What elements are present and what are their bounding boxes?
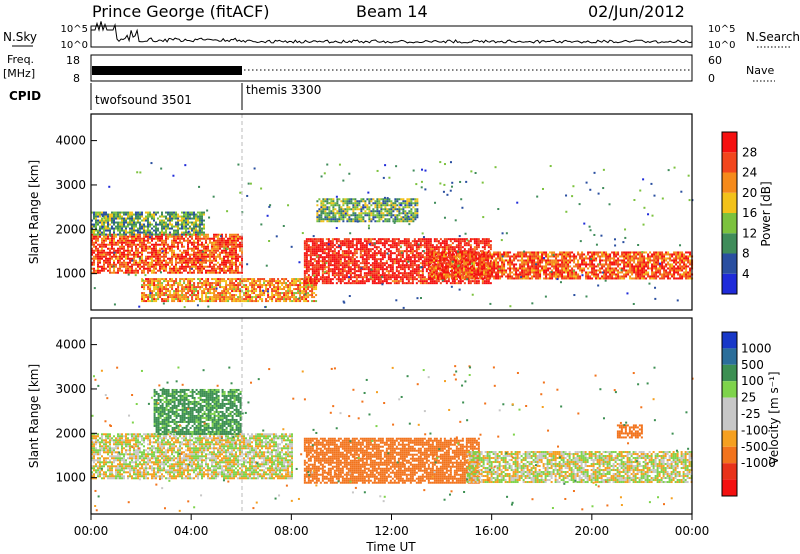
- time-axis-label: Time UT: [365, 540, 416, 554]
- nsky-tick-bottom-left: 10^0: [61, 40, 88, 51]
- velocity-colorbar-label: Velocity [m s⁻¹]: [767, 371, 781, 464]
- nave-tick-top: 60: [708, 54, 722, 67]
- nsearch-label: N.Search: [746, 30, 800, 44]
- power-colorbar-swatch: [722, 253, 737, 274]
- velocity-y-ticks: 1000 2000 3000 4000: [55, 338, 97, 485]
- nave-tick-bottom: 0: [708, 72, 715, 85]
- echo-region: [91, 211, 205, 236]
- cpid-mode-twofsound: twofsound 3501: [95, 93, 192, 107]
- y-tick-label: 3000: [55, 178, 86, 192]
- y-tick-label: 2000: [55, 426, 86, 440]
- nave-label: Nave: [746, 64, 774, 77]
- echo-region: [429, 251, 694, 280]
- velocity-colorbar-tick: 100: [741, 374, 764, 388]
- echo-region: [153, 388, 242, 435]
- nsky-trace: [91, 21, 693, 44]
- power-colorbar-tick: 4: [742, 267, 750, 281]
- time-tick-label: 16:00: [474, 524, 509, 538]
- time-axis-ticks: 00:00 04:00 08:00 12:00 16:00 20:00 00:00: [74, 514, 710, 538]
- velocity-colorbar-frame: [721, 331, 738, 497]
- y-tick-label: 4000: [55, 134, 86, 148]
- power-colorbar-tick: 12: [742, 226, 757, 240]
- echo-region: [316, 198, 419, 223]
- scattered-echoes: [91, 365, 694, 512]
- power-colorbar: 4 8 12 16 20 24 28: [721, 131, 757, 295]
- time-tick-label: 08:00: [274, 524, 309, 538]
- power-colorbar-label: Power [dB]: [759, 181, 773, 246]
- nsky-tick-top-left: 10^5: [61, 24, 88, 35]
- nsky-tick-top-right: 10^5: [708, 24, 735, 35]
- velocity-colorbar-swatch: [722, 332, 737, 349]
- power-colorbar-tick: 16: [742, 206, 757, 220]
- y-tick-label: 3000: [55, 382, 86, 396]
- velocity-colorbar-swatch: [722, 364, 737, 382]
- power-colorbar-swatch: [722, 152, 737, 173]
- velocity-echo-marks: [91, 365, 694, 512]
- velocity-colorbar-swatch: [722, 381, 737, 398]
- freq-label-line2: [MHz]: [3, 67, 35, 80]
- velocity-colorbar-tick: 25: [741, 391, 756, 405]
- power-colorbar-swatch: [722, 132, 737, 153]
- echo-region: [466, 451, 693, 484]
- echo-region: [303, 437, 480, 484]
- power-colorbar-tick: 8: [742, 247, 750, 261]
- velocity-colorbar-swatch: [722, 397, 737, 414]
- power-colorbar-tick: 24: [742, 166, 757, 180]
- freq-label-line1: Freq.: [7, 53, 34, 66]
- cpid-mode-themis: themis 3300: [246, 83, 321, 97]
- power-echo-marks: [91, 161, 694, 309]
- velocity-colorbar-tick: -1000: [741, 456, 776, 470]
- scattered-echoes: [93, 161, 694, 309]
- beam-label: Beam 14: [356, 2, 428, 21]
- power-panel-border: [90, 113, 693, 311]
- power-colorbar-swatch: [722, 192, 737, 213]
- velocity-colorbar-tick: 1000: [741, 341, 772, 355]
- velocity-colorbar-swatch: [722, 446, 737, 464]
- y-tick-label: 1000: [55, 471, 86, 485]
- velocity-ylabel: Slant Range [km]: [27, 364, 41, 468]
- velocity-colorbar-swatch: [722, 463, 737, 480]
- time-tick-label: 00:00: [74, 524, 109, 538]
- power-y-ticks: 1000 2000 3000 4000: [55, 134, 97, 281]
- velocity-colorbar-swatch: [722, 348, 737, 365]
- cpid-label: CPID: [9, 89, 41, 103]
- power-colorbar-swatch: [722, 233, 737, 254]
- velocity-colorbar-swatch: [722, 414, 737, 431]
- velocity-colorbar-tick: 500: [741, 358, 764, 372]
- y-tick-label: 1000: [55, 267, 86, 281]
- power-colorbar-tick: 28: [742, 145, 757, 159]
- velocity-colorbar: 1000 500 100 25 -25 -100 -500 -1000: [721, 331, 776, 497]
- power-colorbar-swatch: [722, 273, 737, 294]
- velocity-colorbar-tick: -100: [741, 423, 768, 437]
- y-tick-label: 2000: [55, 222, 86, 236]
- power-colorbar-swatch: [722, 172, 737, 193]
- velocity-colorbar-swatch: [722, 430, 737, 447]
- power-ylabel: Slant Range [km]: [27, 160, 41, 264]
- nsky-tick-bottom-right: 10^0: [708, 40, 735, 51]
- velocity-colorbar-tick: -25: [741, 407, 761, 421]
- time-tick-label: 04:00: [174, 524, 209, 538]
- station-title: Prince George (fitACF): [92, 2, 270, 21]
- time-tick-label: 12:00: [374, 524, 409, 538]
- power-colorbar-frame: [721, 131, 738, 295]
- freq-tick-bottom: 8: [73, 72, 80, 85]
- freq-strip-frame: [90, 54, 693, 82]
- y-tick-label: 4000: [55, 338, 86, 352]
- freq-tick-top: 18: [66, 54, 80, 67]
- echo-region: [91, 233, 243, 274]
- echo-region: [616, 424, 643, 439]
- power-colorbar-tick: 20: [742, 186, 757, 200]
- velocity-colorbar-tick: -500: [741, 440, 768, 454]
- nsky-label: N.Sky: [3, 30, 37, 44]
- time-tick-label: 20:00: [575, 524, 610, 538]
- time-tick-label: 00:00: [675, 524, 710, 538]
- nsky-strip-frame: [90, 25, 693, 48]
- frequency-bar-twofsound: [92, 66, 242, 75]
- velocity-colorbar-swatch: [722, 479, 737, 496]
- power-colorbar-swatch: [722, 213, 737, 234]
- date-label: 02/Jun/2012: [588, 2, 685, 21]
